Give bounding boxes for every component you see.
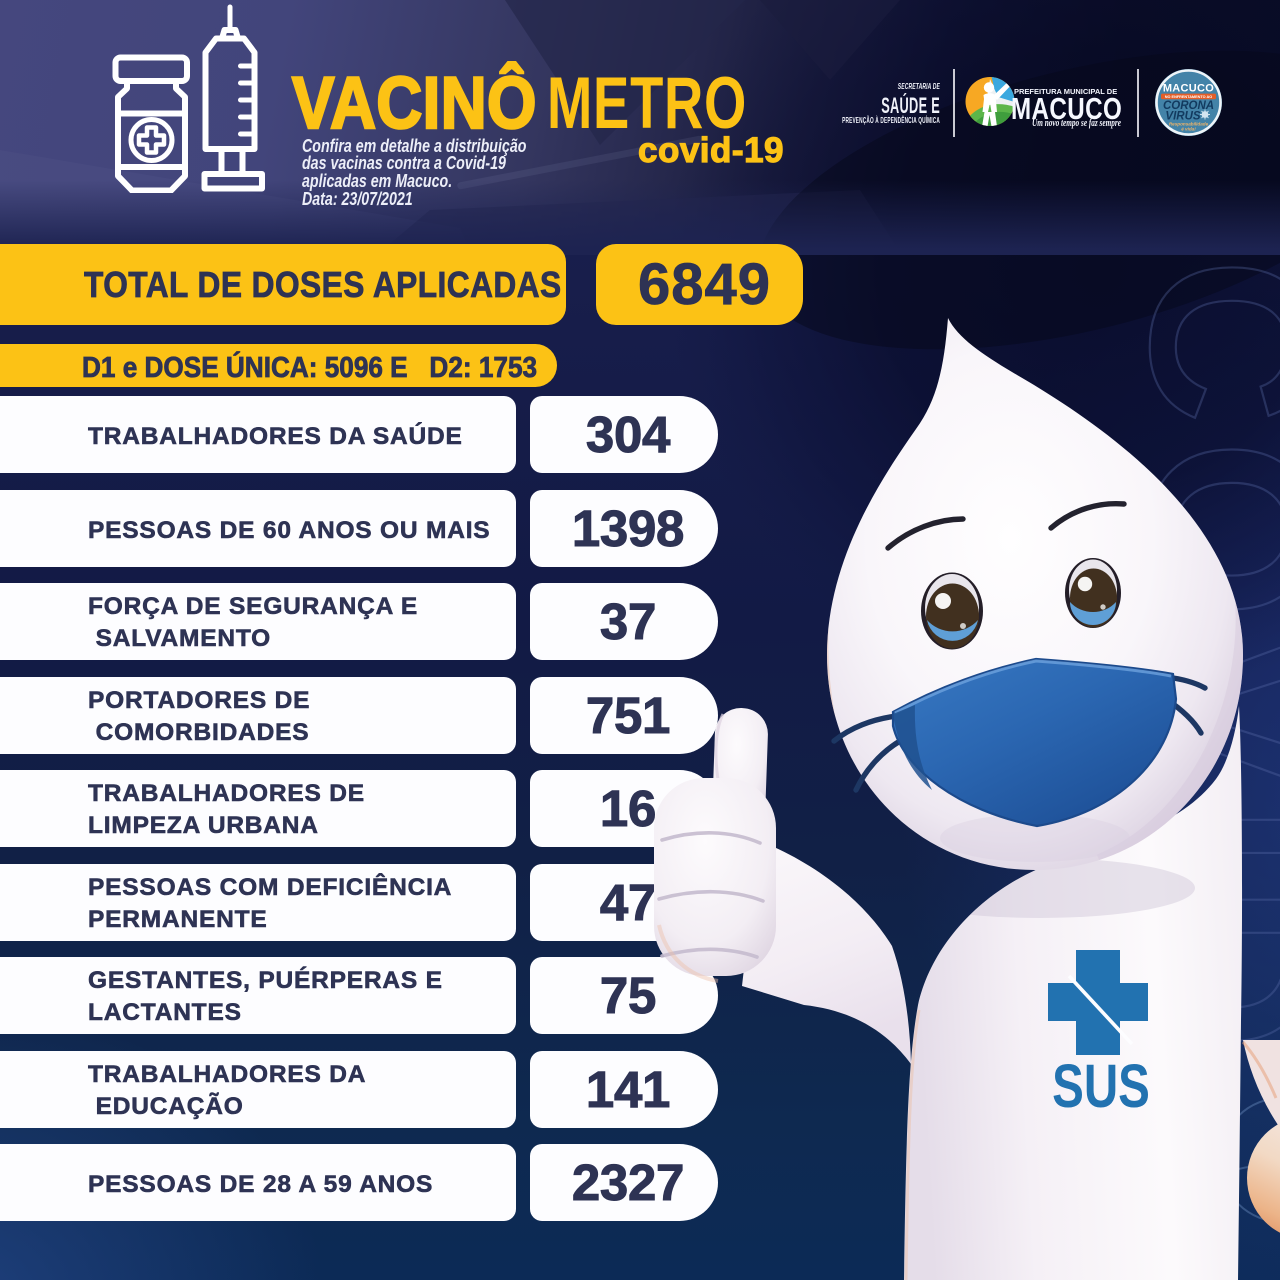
svg-text:Responsabilidade: Responsabilidade xyxy=(1169,122,1209,127)
svg-text:é vida!: é vida! xyxy=(1181,127,1196,132)
svg-text:SUS: SUS xyxy=(1052,1051,1150,1120)
svg-text:CORONA: CORONA xyxy=(1163,100,1214,112)
svg-text:MACUCO: MACUCO xyxy=(1163,83,1214,95)
svg-text:VIRUS: VIRUS xyxy=(1165,111,1200,123)
svg-text:NO ENFRENTAMENTO AO: NO ENFRENTAMENTO AO xyxy=(1165,95,1212,99)
